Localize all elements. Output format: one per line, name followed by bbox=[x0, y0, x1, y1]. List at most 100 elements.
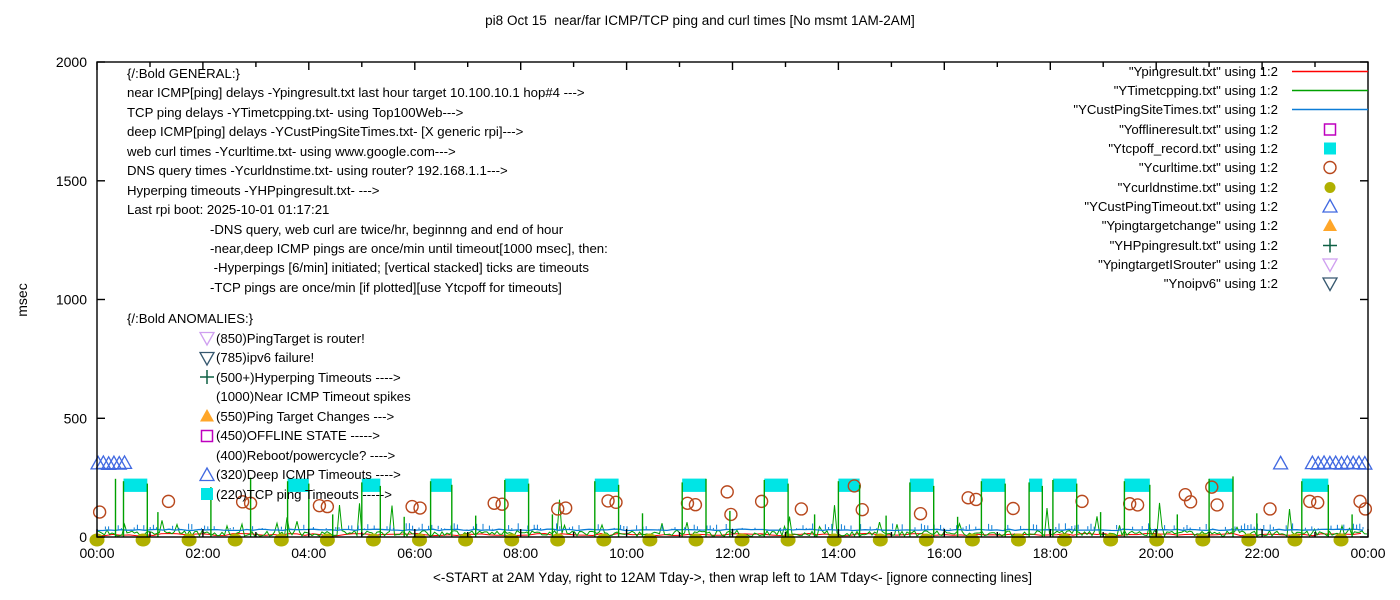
anomaly-item-label: (500+)Hyperping Timeouts ----> bbox=[216, 369, 401, 385]
x-tick-label: 14:00 bbox=[821, 545, 856, 561]
anomaly-item-label: (450)OFFLINE STATE -----> bbox=[216, 428, 380, 444]
general-annotation-line: web curl times -Ycurltime.txt- using www… bbox=[127, 143, 456, 159]
series-2 bbox=[97, 523, 1364, 532]
legend-label: "Ycurltime.txt" using 1:2 bbox=[1138, 160, 1278, 176]
x-tick-label: 04:00 bbox=[291, 545, 326, 561]
open-triangle-down-icon bbox=[198, 332, 216, 347]
line-icon bbox=[1292, 108, 1368, 111]
x-tick-label: 06:00 bbox=[397, 545, 432, 561]
open-square-icon bbox=[1323, 122, 1337, 136]
x-tick-label: 00:00 bbox=[79, 545, 114, 561]
anomaly-item: (400)Reboot/powercycle? ----> bbox=[127, 446, 411, 466]
anomalies-header: {/:Bold ANOMALIES:} bbox=[127, 311, 254, 326]
open-circle-icon bbox=[1323, 160, 1337, 175]
legend-label: "Ypingtargetchange" using 1:2 bbox=[1101, 218, 1278, 234]
anomaly-item-label: (320)Deep ICMP Timeouts ----> bbox=[216, 467, 401, 483]
legend-label: "Ypingresult.txt" using 1:2 bbox=[1128, 63, 1278, 79]
series-1 bbox=[96, 499, 1368, 538]
anomaly-item: (450)OFFLINE STATE -----> bbox=[127, 426, 411, 446]
open-square-icon bbox=[200, 429, 214, 442]
anomalies-annotation-block: {/:Bold ANOMALIES:} (850)PingTarget is ro… bbox=[127, 309, 411, 504]
legend-row: "Ypingtargetchange" using 1:2 bbox=[900, 216, 1372, 235]
general-annotation-line: -Hyperpings [6/min] initiated; [vertical… bbox=[210, 260, 589, 276]
anomaly-item: (220)TCP ping Timeouts -----> bbox=[127, 485, 411, 505]
open-triangle-up-icon bbox=[1321, 198, 1339, 213]
filled-circle-icon bbox=[1324, 181, 1336, 193]
spacer bbox=[198, 388, 216, 406]
legend-row: "Ytcpoff_record.txt" using 1:2 bbox=[900, 139, 1372, 158]
y-tick-label: 0 bbox=[79, 529, 87, 545]
anomaly-item: (785)ipv6 failure! bbox=[127, 348, 411, 368]
x-tick-label: 20:00 bbox=[1139, 545, 1174, 561]
y-tick-label: 1500 bbox=[56, 173, 87, 189]
filled-square-icon bbox=[201, 488, 213, 501]
open-triangle-down-icon bbox=[198, 351, 216, 367]
legend-label: "YCustPingTimeout.txt" using 1:2 bbox=[1084, 198, 1278, 214]
general-annotation-line: Hyperping timeouts -YHPpingresult.txt- -… bbox=[127, 182, 380, 198]
legend-row: "Ypingresult.txt" using 1:2 bbox=[900, 61, 1372, 80]
legend-row: "YHPpingresult.txt" using 1:2 bbox=[900, 235, 1372, 254]
x-tick-label: 02:00 bbox=[185, 545, 220, 561]
general-annotation-line: near ICMP[ping] delays -Ypingresult.txt … bbox=[127, 85, 585, 101]
legend-label: "YTimetcpping.txt" using 1:2 bbox=[1113, 82, 1278, 98]
legend-row: "YTimetcpping.txt" using 1:2 bbox=[900, 81, 1372, 100]
legend-row: "YCustPingTimeout.txt" using 1:2 bbox=[900, 197, 1372, 216]
series-0 bbox=[96, 532, 1362, 537]
legend-label: "Ytcpoff_record.txt" using 1:2 bbox=[1108, 140, 1278, 156]
open-triangle-down-icon bbox=[1321, 258, 1339, 273]
anomaly-item-label: (400)Reboot/powercycle? ----> bbox=[216, 447, 396, 463]
legend-row: "Yofflineresult.txt" using 1:2 bbox=[900, 119, 1372, 138]
general-annotation-line: DNS query times -Ycurldnstime.txt- using… bbox=[127, 163, 508, 179]
general-annotation-line: Last rpi boot: 2025-10-01 01:17:21 bbox=[127, 202, 330, 218]
y-tick-label: 1000 bbox=[56, 292, 87, 308]
filled-square-icon bbox=[1324, 142, 1336, 155]
y-tick-label: 2000 bbox=[56, 54, 87, 70]
x-tick-label: 18:00 bbox=[1033, 545, 1068, 561]
x-tick-label: 12:00 bbox=[715, 545, 750, 561]
legend-label: "YpingtargetISrouter" using 1:2 bbox=[1098, 256, 1278, 272]
legend-label: "Ynoipv6" using 1:2 bbox=[1163, 276, 1278, 292]
anomaly-item-label: (850)PingTarget is router! bbox=[216, 330, 365, 346]
plus-icon bbox=[200, 370, 214, 385]
x-tick-label: 16:00 bbox=[927, 545, 962, 561]
general-annotation-line: deep ICMP[ping] delays -YCustPingSiteTim… bbox=[127, 124, 524, 140]
legend-row: "Ycurldnstime.txt" using 1:2 bbox=[900, 177, 1372, 196]
legend-label: "Yofflineresult.txt" using 1:2 bbox=[1119, 121, 1278, 137]
legend-row: "YCustPingSiteTimes.txt" using 1:2 bbox=[900, 100, 1372, 119]
line-icon bbox=[1292, 70, 1368, 72]
x-tick-label: 08:00 bbox=[503, 545, 538, 561]
general-annotation-line: -DNS query, web curl are twice/hr, begin… bbox=[210, 221, 564, 237]
legend-label: "YCustPingSiteTimes.txt" using 1:2 bbox=[1073, 102, 1278, 118]
legend-label: "YHPpingresult.txt" using 1:2 bbox=[1109, 237, 1278, 253]
general-annotation-line: {/:Bold GENERAL:} bbox=[127, 66, 240, 81]
legend-row: "Ycurltime.txt" using 1:2 bbox=[900, 158, 1372, 177]
x-axis-label: <-START at 2AM Yday, right to 12AM Tday-… bbox=[433, 570, 1032, 585]
x-tick-label: 00:00 bbox=[1350, 545, 1385, 561]
anomaly-item-label: (1000)Near ICMP Timeout spikes bbox=[216, 389, 411, 405]
plus-icon bbox=[1323, 238, 1337, 252]
general-annotation-line: -TCP pings are once/min [if plotted][use… bbox=[210, 279, 562, 295]
anomaly-item: (550)Ping Target Changes ---> bbox=[127, 407, 411, 427]
anomaly-item: (1000)Near ICMP Timeout spikes bbox=[127, 387, 411, 407]
legend-label: "Ycurldnstime.txt" using 1:2 bbox=[1117, 179, 1278, 195]
open-triangle-up-icon bbox=[198, 466, 216, 481]
series-6 bbox=[89, 533, 1349, 547]
legend-row: "YpingtargetISrouter" using 1:2 bbox=[900, 255, 1372, 274]
anomaly-item: (500+)Hyperping Timeouts ----> bbox=[127, 368, 411, 388]
legend: "Ypingresult.txt" using 1:2 "YTimetcpping… bbox=[900, 61, 1372, 293]
chart-title: pi8 Oct 15 near/far ICMP/TCP ping and cu… bbox=[485, 13, 915, 28]
filled-triangle-up-icon bbox=[200, 409, 214, 422]
legend-row: "Ynoipv6" using 1:2 bbox=[900, 274, 1372, 293]
open-triangle-down-icon bbox=[1321, 277, 1339, 292]
spacer bbox=[198, 446, 216, 464]
anomaly-item-label: (220)TCP ping Timeouts -----> bbox=[216, 486, 393, 502]
filled-triangle-up-icon bbox=[1323, 218, 1337, 232]
y-tick-label: 500 bbox=[64, 410, 88, 426]
line-icon bbox=[1292, 89, 1368, 92]
general-annotation-block: {/:Bold GENERAL:} near ICMP[ping] delays … bbox=[127, 64, 608, 297]
anomaly-item: (850)PingTarget is router! bbox=[127, 329, 411, 349]
y-axis-label: msec bbox=[14, 283, 30, 317]
general-annotation-line: -near,deep ICMP pings are once/min until… bbox=[210, 240, 608, 256]
anomaly-item: (320)Deep ICMP Timeouts ----> bbox=[127, 465, 411, 485]
